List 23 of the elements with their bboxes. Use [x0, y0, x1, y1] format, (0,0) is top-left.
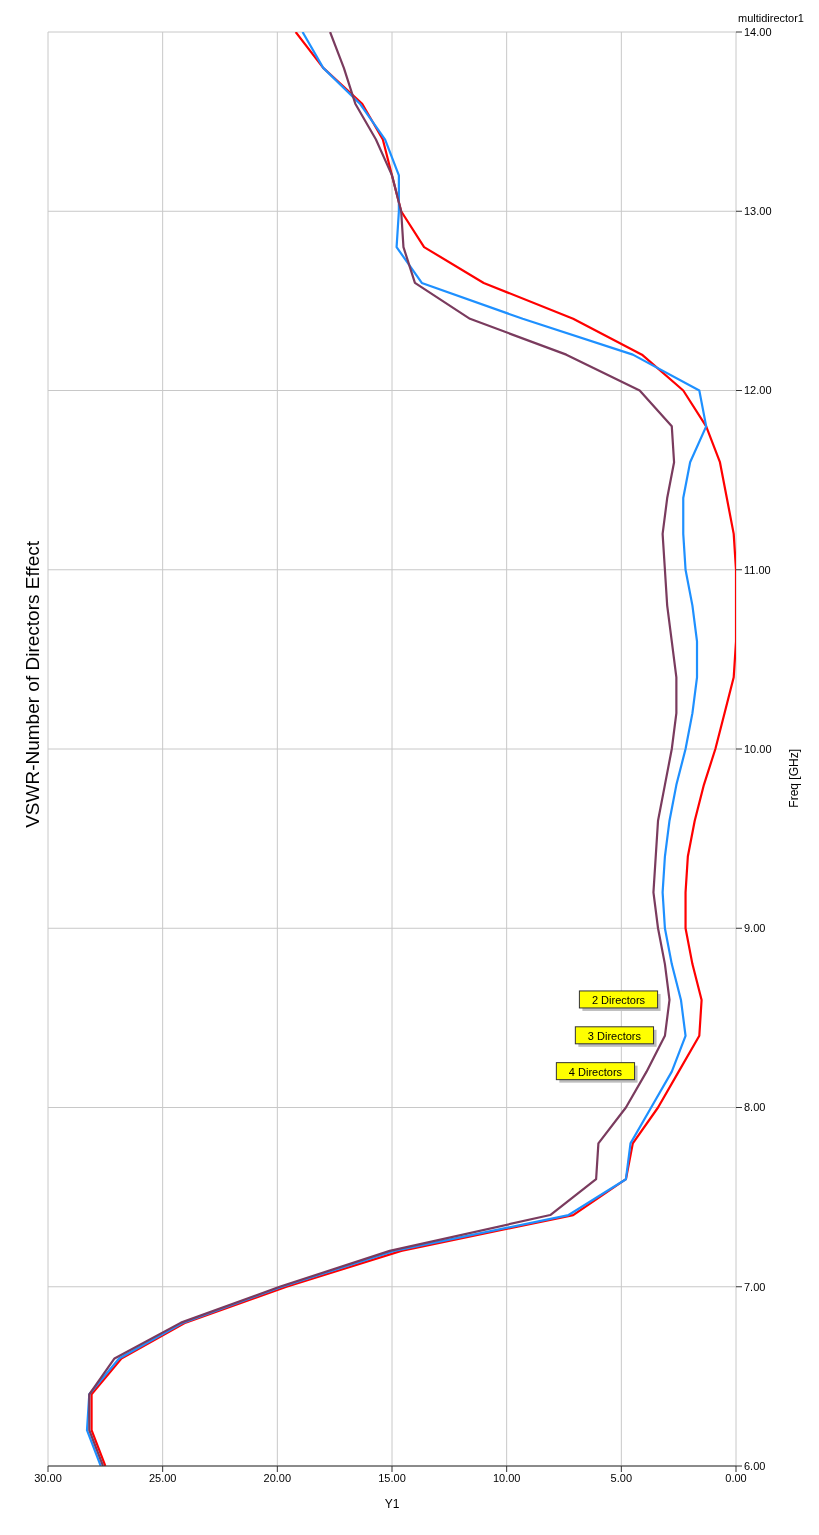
x-tick-label: 30.00: [34, 1471, 62, 1484]
y-axis-title: Freq [GHz]: [787, 749, 802, 808]
text: 3 Directors: [587, 1029, 642, 1042]
y-tick-label: 6.00: [744, 1459, 766, 1472]
x-tick-label: 20.00: [263, 1471, 292, 1484]
x-tick-label: 25.00: [148, 1471, 177, 1484]
x-tick-label: 15.00: [378, 1471, 406, 1484]
y-tick-label: 14.00: [744, 25, 772, 38]
y-tick-label: 8.00: [744, 1101, 766, 1114]
text: multidirector1: [737, 12, 804, 24]
series-label: 4 Directors: [568, 1065, 623, 1078]
y-tick-label: 10.00: [744, 742, 772, 755]
x-tick-label: 0.00: [725, 1471, 747, 1484]
y-tick-label: 12.00: [744, 384, 772, 397]
x-axis-title: Y1: [384, 1497, 400, 1511]
x-tick-label: 10.00: [492, 1471, 521, 1484]
y-tick-label: 13.00: [744, 205, 772, 218]
y-tick-label: 9.00: [744, 922, 766, 935]
x-tick-label: 5.00: [610, 1471, 633, 1484]
y-tick-label: 7.00: [744, 1280, 766, 1293]
text: VSWR-Number of Directors Effect: [22, 540, 44, 828]
text: 2 Directors: [591, 993, 646, 1006]
y-tick-label: 11.00: [744, 563, 771, 576]
